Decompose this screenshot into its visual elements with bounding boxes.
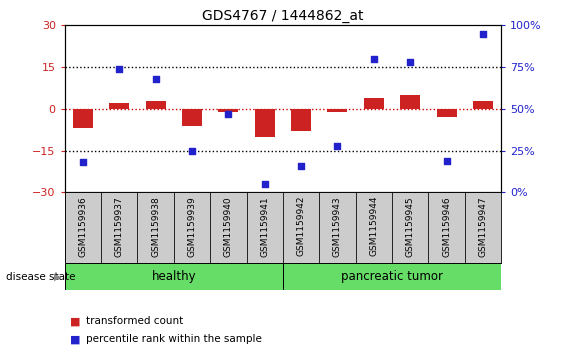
Bar [392,192,428,263]
Text: GSM1159946: GSM1159946 [442,196,451,257]
Bar [109,103,129,109]
Bar [65,192,101,263]
Point [78,159,87,165]
Text: GSM1159944: GSM1159944 [369,196,378,256]
Text: transformed count: transformed count [86,316,184,326]
Point [442,158,451,164]
Bar [400,95,420,109]
Text: GSM1159938: GSM1159938 [151,196,160,257]
Bar [247,192,283,263]
Point [333,143,342,148]
Bar [210,192,247,263]
Text: GSM1159947: GSM1159947 [479,196,488,257]
Text: pancreatic tumor: pancreatic tumor [341,270,443,283]
Text: percentile rank within the sample: percentile rank within the sample [86,334,262,344]
Point [115,66,124,72]
Point [406,59,415,65]
Text: GSM1159941: GSM1159941 [260,196,269,257]
Text: disease state: disease state [6,272,75,282]
Title: GDS4767 / 1444862_at: GDS4767 / 1444862_at [202,9,364,23]
Point [369,56,378,62]
Bar [283,192,319,263]
Text: healthy: healthy [151,270,196,283]
Bar [356,192,392,263]
Point [479,31,488,37]
Point [260,181,269,187]
Bar [328,109,347,112]
Text: GSM1159939: GSM1159939 [187,196,196,257]
Text: ■: ■ [70,316,81,326]
Text: GSM1159937: GSM1159937 [115,196,124,257]
Text: GSM1159943: GSM1159943 [333,196,342,257]
Point [187,148,196,154]
Bar [174,192,210,263]
Bar [473,101,493,109]
Bar [291,109,311,131]
Text: ■: ■ [70,334,81,344]
Bar [182,109,202,126]
Bar [218,109,238,112]
Bar [364,98,384,109]
Bar [464,192,501,263]
Bar [137,192,174,263]
Point [297,163,306,168]
Bar [65,263,283,290]
Bar [428,192,464,263]
Text: ▶: ▶ [55,272,62,282]
Bar [146,101,166,109]
Bar [436,109,457,117]
Bar [101,192,137,263]
Bar [254,109,275,137]
Text: GSM1159942: GSM1159942 [297,196,306,256]
Point [224,111,233,117]
Bar [319,192,356,263]
Text: GSM1159936: GSM1159936 [78,196,87,257]
Text: GSM1159940: GSM1159940 [224,196,233,257]
Point [151,76,160,82]
Text: GSM1159945: GSM1159945 [406,196,415,257]
Bar [73,109,93,129]
Bar [283,263,501,290]
